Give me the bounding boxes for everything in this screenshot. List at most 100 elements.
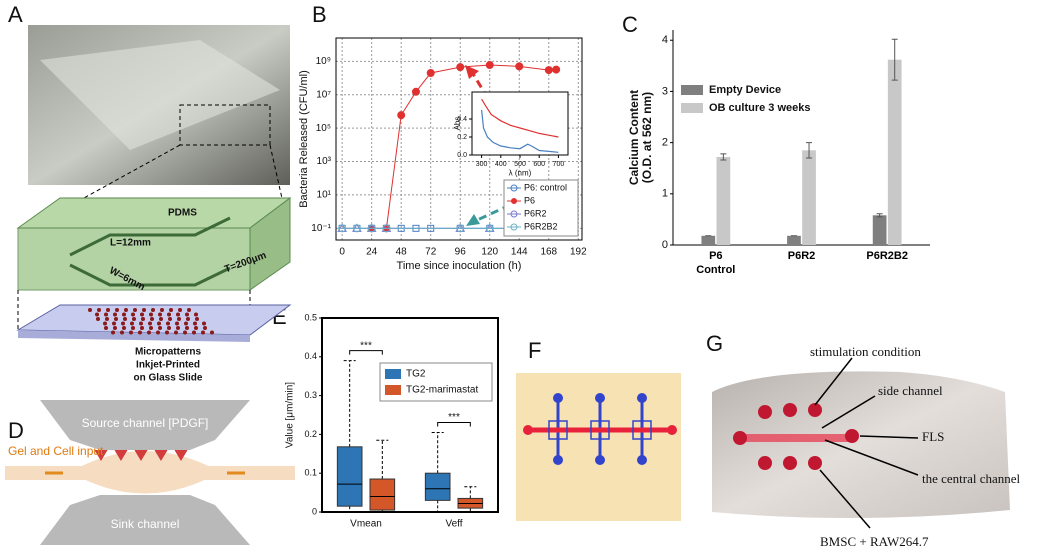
point <box>515 62 524 71</box>
legend-marker <box>510 184 518 192</box>
legend-swatch <box>681 85 703 95</box>
x-tick-label: 500 <box>514 161 526 168</box>
arrow <box>470 71 510 133</box>
point <box>544 66 553 75</box>
point <box>338 224 347 233</box>
x-tick-label: 96 <box>455 247 467 258</box>
y-axis-label: (O.D. at 562 nm) <box>640 92 654 183</box>
x-tick-label: 120 <box>481 247 498 258</box>
panel-label: G <box>706 331 723 356</box>
point <box>352 224 361 233</box>
annotation: side channel <box>878 383 943 398</box>
annotation: *** <box>448 412 460 423</box>
label: Inkjet-Printed <box>136 360 200 371</box>
y-tick-label: 10⁹ <box>316 56 331 67</box>
annotation: *** <box>360 340 372 351</box>
x-tick-label: 0 <box>339 247 345 258</box>
y-tick-label: 10¹ <box>317 190 332 201</box>
sink-channel <box>40 495 250 545</box>
inset-bg <box>472 92 568 155</box>
bar <box>787 235 801 245</box>
legend-label: TG2 <box>406 369 426 380</box>
error-bar <box>806 142 813 159</box>
glass-slide-edge <box>18 330 250 342</box>
arrow-head <box>466 214 480 226</box>
x-axis-label: Time since inoculation (h) <box>397 260 522 272</box>
legend-label: P6R2B2 <box>524 221 558 231</box>
point <box>411 87 420 96</box>
point <box>456 63 465 72</box>
label: Gel and Cell input <box>8 444 104 458</box>
x-tick-label: 144 <box>511 247 528 258</box>
box <box>424 472 451 501</box>
annotation: BMSC + RAW264.7 <box>820 534 929 549</box>
plot-frame <box>471 91 569 156</box>
x-tick-label: 72 <box>425 247 437 258</box>
y-axis-label: Bacteria Released (CFU/ml) <box>298 70 310 208</box>
x-tick-label-box: P6R2B2 <box>866 250 908 262</box>
x-tick-label-box: P6R2 <box>788 250 816 262</box>
error-bar <box>891 38 898 81</box>
point <box>352 223 362 232</box>
y-tick-label: 10⁵ <box>316 123 331 134</box>
point <box>456 224 465 233</box>
point <box>397 111 406 120</box>
legend-label: TG2-marimastat <box>406 385 478 396</box>
box <box>336 446 363 507</box>
micropattern-dots <box>88 308 214 335</box>
x-tick-label: 400 <box>495 161 507 168</box>
bar <box>802 150 816 245</box>
line <box>481 109 559 153</box>
y-tick-label: 0 <box>662 239 668 251</box>
point <box>485 224 494 233</box>
line <box>371 64 557 229</box>
point <box>426 69 435 78</box>
y-tick-label: 2 <box>662 137 668 149</box>
panel-label: F <box>528 338 541 363</box>
point <box>484 223 495 232</box>
y-tick-label: 4 <box>662 34 668 46</box>
pdgf-markers <box>94 449 188 461</box>
legend-swatch <box>385 369 401 379</box>
whisker <box>343 360 356 513</box>
point <box>552 65 561 74</box>
x-axis-label: λ (nm) <box>509 168 532 177</box>
point <box>381 223 392 232</box>
x-tick-label: Vmean <box>350 519 382 530</box>
significance-bracket <box>437 421 471 427</box>
y-tick-label: 0.4 <box>457 116 467 123</box>
error-bar <box>720 153 727 161</box>
x-tick-label: 168 <box>540 247 557 258</box>
arrow-head <box>465 65 479 79</box>
pdms-top <box>16 197 292 229</box>
reservoir <box>523 425 533 435</box>
photo-wells <box>733 403 859 470</box>
bar <box>716 156 731 245</box>
bar <box>887 59 902 245</box>
y-tick-label: 1 <box>662 188 668 200</box>
x-tick-label: 600 <box>533 161 545 168</box>
gel-region <box>70 451 220 494</box>
y-tick-label: 10⁷ <box>316 89 331 100</box>
point <box>367 224 376 233</box>
bar <box>701 235 716 245</box>
label: Sink channel <box>111 517 180 531</box>
label: on Glass Slide <box>134 373 203 384</box>
legend-swatch <box>681 103 703 113</box>
annotation: FLS <box>922 429 944 444</box>
y-axis-label: Calcium Content <box>627 90 641 185</box>
whisker <box>431 431 444 513</box>
y-tick-label: 3 <box>662 85 668 97</box>
plot-frame <box>321 317 499 513</box>
point <box>337 223 348 232</box>
x-tick-label: 24 <box>366 247 378 258</box>
point <box>366 223 377 232</box>
point <box>382 224 391 233</box>
bar <box>872 215 887 245</box>
legend-label: OB culture 3 weeks <box>709 102 811 114</box>
legend-label: Empty Device <box>709 84 781 96</box>
legend-marker <box>511 198 517 204</box>
y-tick-label: 10⁻¹ <box>311 223 331 234</box>
panel-label: D <box>8 418 24 443</box>
